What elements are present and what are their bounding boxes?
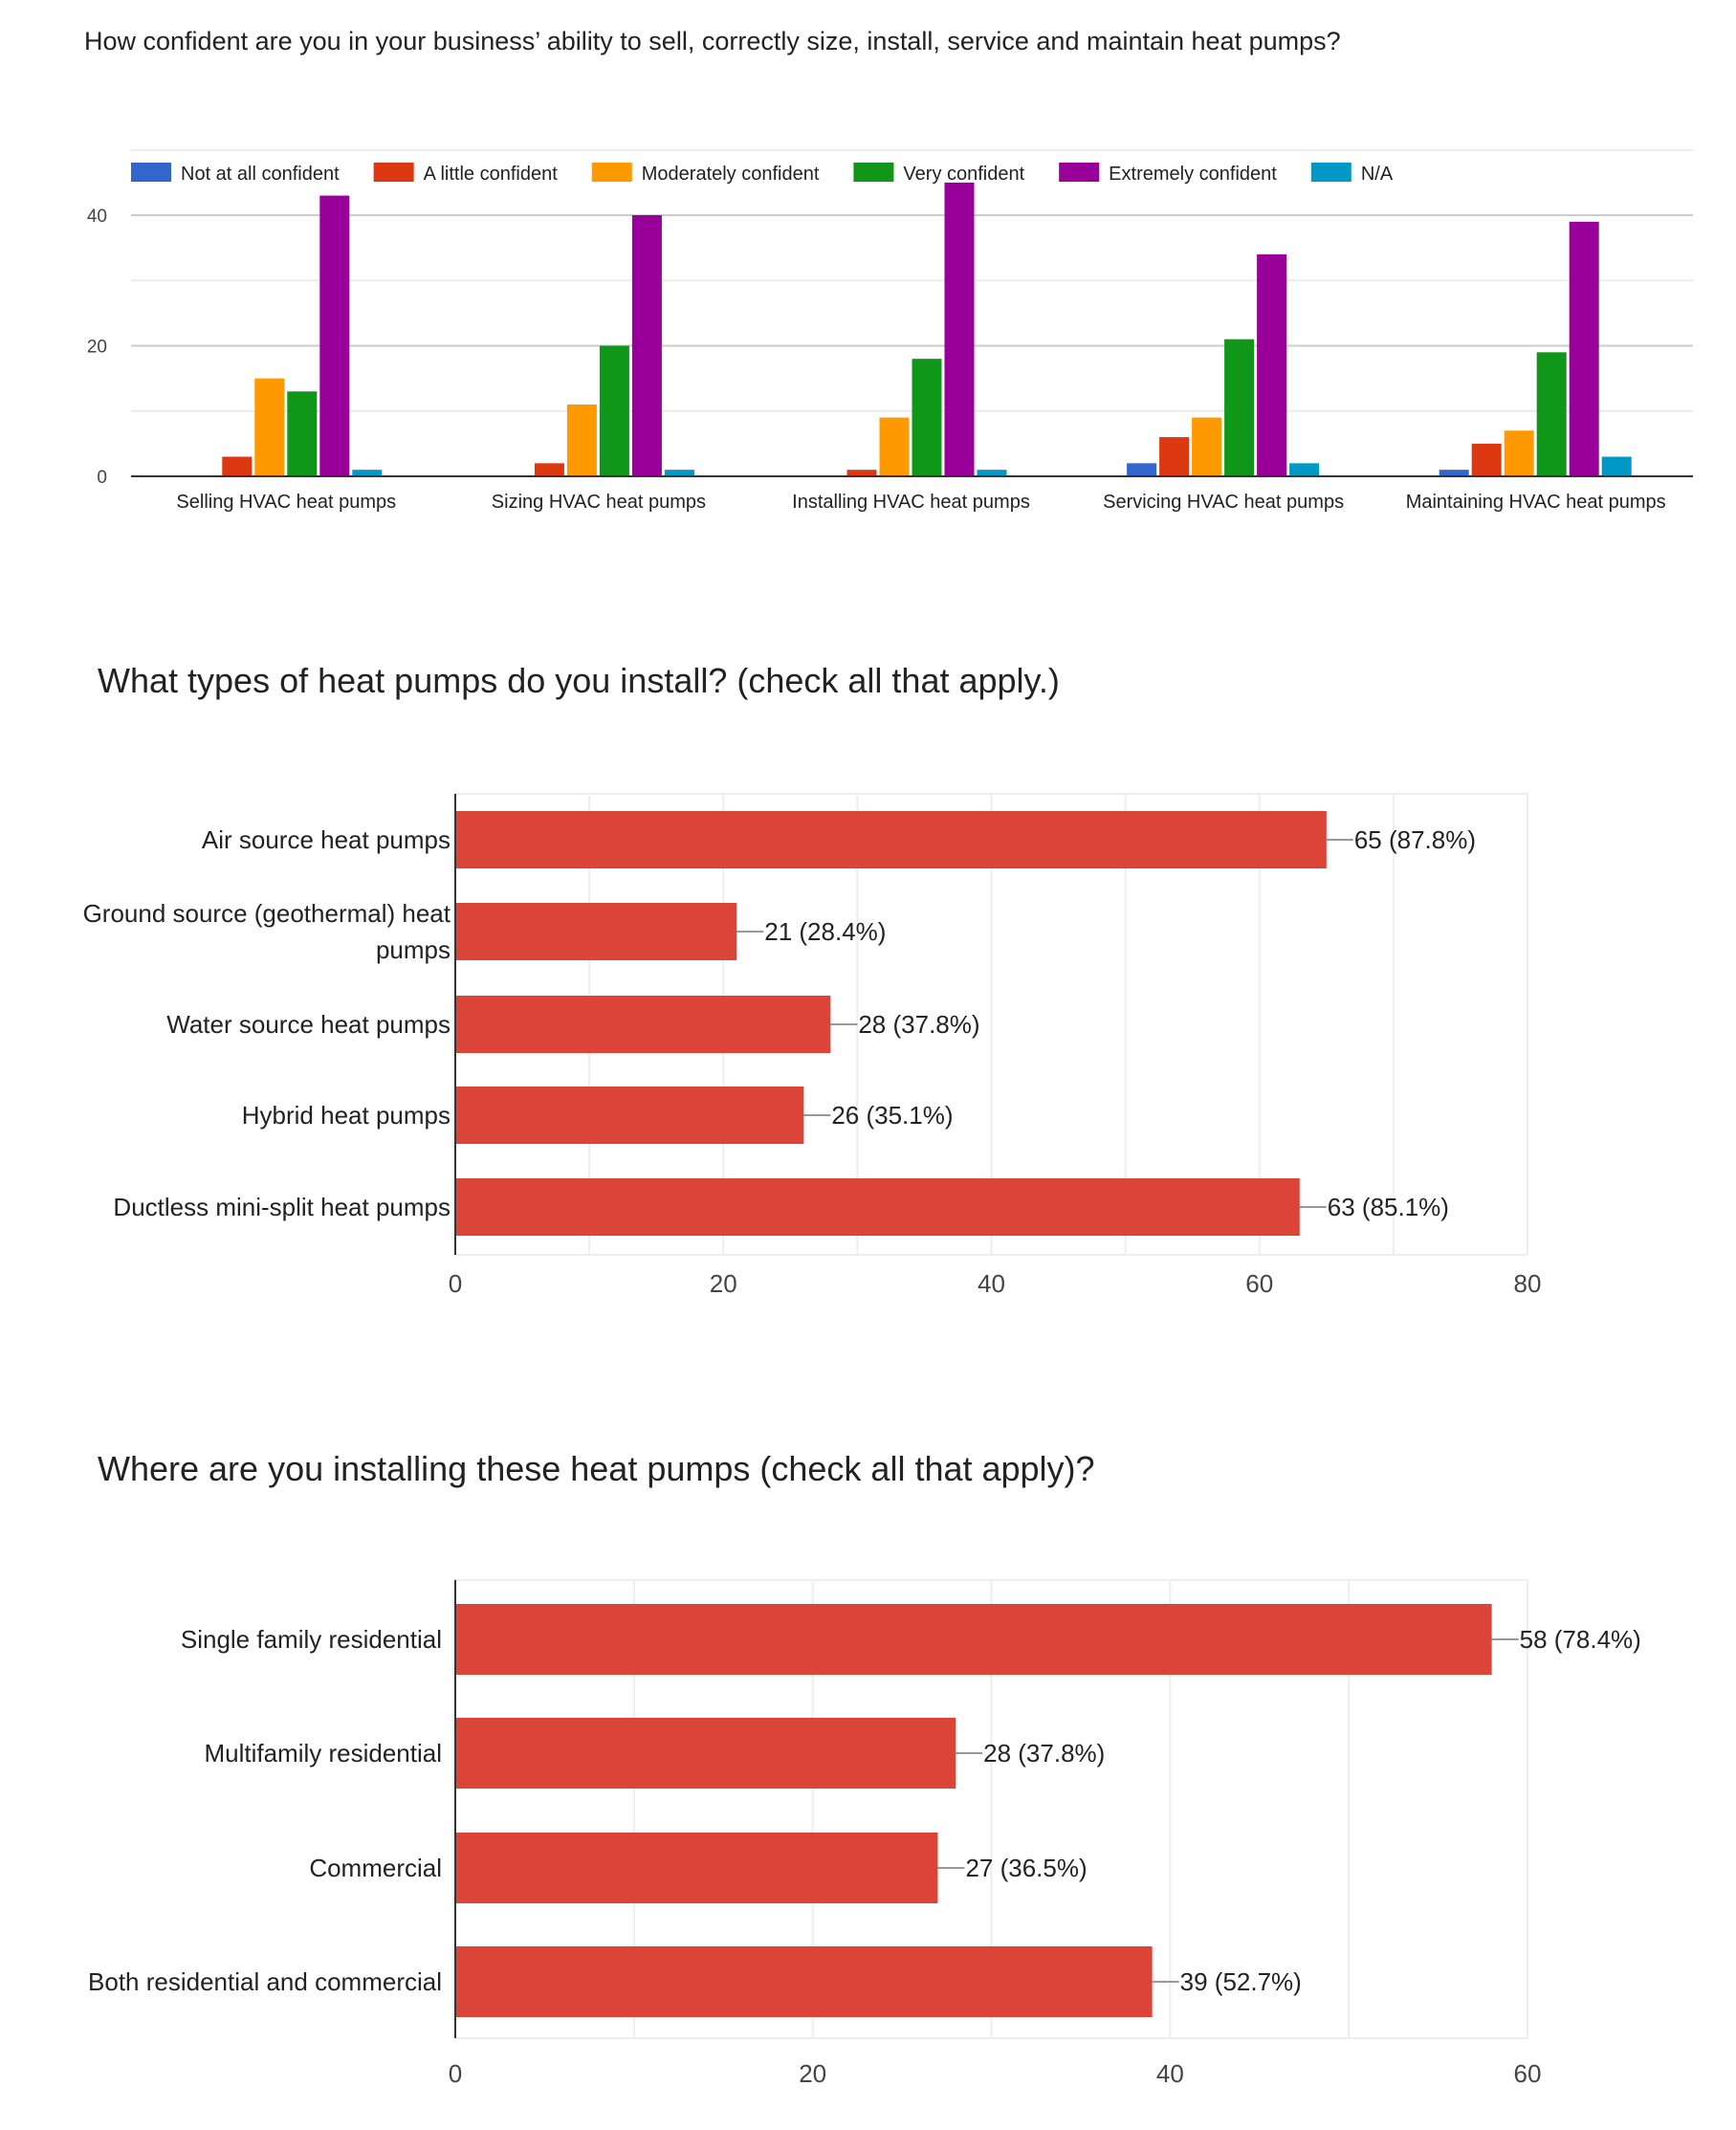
bar	[455, 903, 737, 960]
bar	[455, 1604, 1492, 1675]
chart-1-title: How confident are you in your business’ …	[84, 27, 1341, 55]
bar	[1159, 437, 1190, 476]
bar	[1192, 417, 1222, 476]
legend-label: Very confident	[903, 164, 1024, 185]
data-label: 65 (87.8%)	[1354, 825, 1476, 854]
bar	[455, 1718, 956, 1789]
data-label: 28 (37.8%)	[858, 1010, 979, 1039]
y-tick-label: 40	[87, 207, 107, 227]
confidence-column-chart: 0 20 40 Not at all confident A little confid…	[87, 149, 1693, 513]
data-label: 27 (36.5%)	[965, 1854, 1087, 1882]
bar	[1224, 339, 1255, 476]
bar	[566, 404, 597, 476]
legend-label: Not at all confident	[181, 164, 340, 185]
bar	[1504, 430, 1534, 476]
x-tick-label: 20	[710, 1269, 737, 1298]
legend-swatch	[131, 163, 171, 182]
category-label: Both residential and commercial	[88, 1967, 442, 1996]
legend-swatch	[1310, 163, 1351, 182]
bar	[534, 463, 564, 476]
x-tick-label: 0	[449, 1269, 462, 1298]
bar	[879, 417, 910, 476]
bar	[599, 345, 629, 476]
bar	[1257, 253, 1287, 476]
data-label: 21 (28.4%)	[764, 917, 886, 946]
bar	[944, 182, 975, 476]
category-label: Ductless mini-split heat pumps	[113, 1193, 450, 1221]
category-label: Sizing HVAC heat pumps	[492, 492, 706, 513]
bar	[455, 1946, 1153, 2017]
bar	[455, 1087, 804, 1144]
data-label: 28 (37.8%)	[983, 1739, 1105, 1768]
category-label: pumps	[376, 935, 450, 964]
bar	[287, 391, 318, 476]
y-tick-label: 0	[97, 468, 107, 488]
bar	[319, 195, 350, 476]
category-label: Commercial	[309, 1854, 442, 1882]
category-label: Single family residential	[181, 1625, 442, 1654]
x-tick-label: 40	[1156, 2059, 1184, 2088]
data-label: 26 (35.1%)	[831, 1101, 953, 1130]
x-tick-label: 20	[799, 2059, 826, 2088]
legend-swatch	[373, 163, 414, 182]
bar	[1569, 221, 1599, 476]
bar	[455, 1178, 1300, 1236]
bar	[846, 470, 877, 476]
legend-swatch	[1059, 163, 1100, 182]
bar	[455, 996, 831, 1053]
category-label: Maintaining HVAC heat pumps	[1406, 492, 1666, 513]
bar	[912, 359, 942, 476]
bar	[664, 470, 694, 476]
legend-label: Extremely confident	[1109, 164, 1277, 185]
x-tick-label: 60	[1514, 2059, 1542, 2088]
bar	[455, 1833, 938, 1903]
chart-2-title: What types of heat pumps do you install?…	[98, 661, 1060, 700]
bar	[1601, 456, 1632, 476]
bar	[1536, 352, 1567, 476]
x-tick-label: 0	[449, 2059, 462, 2088]
data-label: 63 (85.1%)	[1328, 1193, 1449, 1221]
bar	[631, 215, 662, 476]
bar	[254, 378, 285, 476]
category-label: Ground source (geothermal) heat	[83, 899, 451, 928]
legend-swatch	[853, 163, 894, 182]
bar	[1127, 463, 1157, 476]
bar	[1471, 443, 1502, 476]
category-label: Water source heat pumps	[166, 1010, 450, 1039]
x-tick-label: 60	[1245, 1269, 1273, 1298]
bar	[222, 456, 253, 476]
x-tick-label: 80	[1514, 1269, 1542, 1298]
bar	[352, 470, 383, 476]
legend-swatch	[591, 163, 632, 182]
y-tick-label: 20	[87, 338, 107, 358]
category-label: Air source heat pumps	[202, 825, 450, 854]
data-label: 58 (78.4%)	[1520, 1625, 1641, 1654]
category-label: Servicing HVAC heat pumps	[1103, 492, 1344, 513]
legend-label: Moderately confident	[642, 164, 820, 185]
install-locations-bar-chart: 0 20 40 60 58 (78.4%) Single family residenti…	[88, 1579, 1641, 2088]
category-label: Multifamily residential	[204, 1739, 442, 1768]
bar	[1439, 470, 1469, 476]
legend-label: N/A	[1361, 164, 1394, 185]
bar	[977, 470, 1007, 476]
bar	[455, 811, 1327, 868]
bar	[1289, 463, 1320, 476]
chart-3-title: Where are you installing these heat pump…	[98, 1449, 1095, 1488]
category-label: Installing HVAC heat pumps	[792, 492, 1030, 513]
x-tick-label: 40	[978, 1269, 1005, 1298]
heat-pump-types-bar-chart: 0 20 40 60 80 65 (87.8%) Air source heat pumps…	[83, 793, 1542, 1298]
category-label: Hybrid heat pumps	[242, 1101, 450, 1130]
legend-label: A little confident	[424, 164, 559, 185]
category-label: Selling HVAC heat pumps	[176, 492, 396, 513]
data-label: 39 (52.7%)	[1180, 1967, 1302, 1996]
